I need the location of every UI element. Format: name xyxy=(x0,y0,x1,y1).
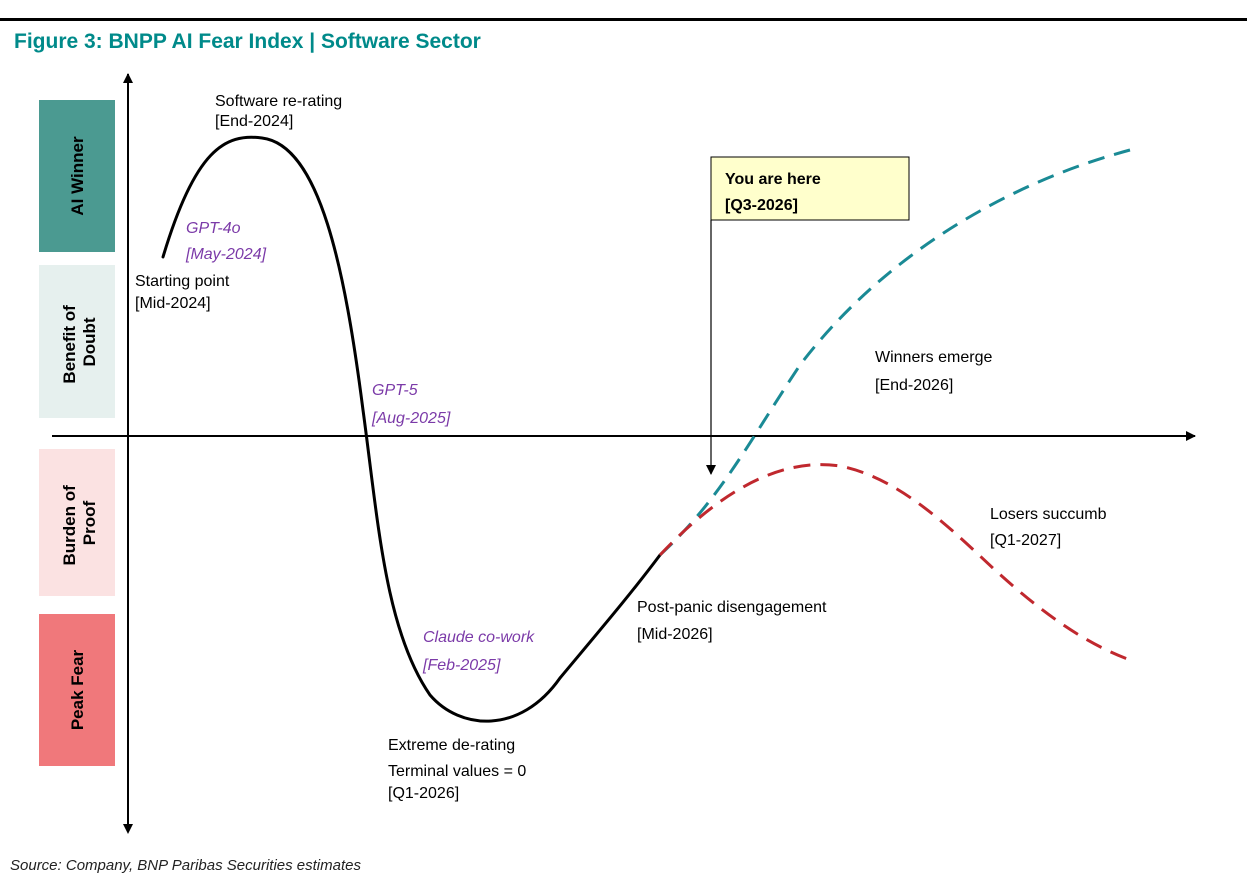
source-note: Source: Company, BNP Paribas Securities … xyxy=(10,857,361,874)
winners-line1: Winners emerge xyxy=(875,349,992,366)
software-rerating-line2: [End-2024] xyxy=(215,113,293,130)
zone-band-ai-winner xyxy=(39,100,115,252)
zone-label-burden-of-proof: Burden of Proof xyxy=(60,480,99,565)
winners-line2: [End-2026] xyxy=(875,377,953,394)
gpt5-line1: GPT-5 xyxy=(372,382,418,399)
you-are-here-callout: You are here [Q3-2026] xyxy=(706,156,910,475)
extreme-line3: [Q1-2026] xyxy=(388,785,459,802)
annotation-winners-emerge: Winners emerge [End-2026] xyxy=(875,349,997,394)
gpt5-line2: [Aug-2025] xyxy=(371,410,451,427)
winners-path xyxy=(658,148,1131,557)
annotation-extreme-derating: Extreme de-rating Terminal values = 0 [Q… xyxy=(388,737,531,802)
zone-bands: AI Winner Benefit of Doubt Burden of Pro… xyxy=(39,100,115,766)
starting-point-line1: Starting point xyxy=(135,273,230,290)
zone-band-benefit-of-doubt xyxy=(39,265,115,418)
zone-band-burden-of-proof xyxy=(39,449,115,596)
annotation-gpt5: GPT-5 [Aug-2025] xyxy=(371,382,451,427)
annotation-gpt4o: GPT-4o [May-2024] xyxy=(185,220,267,263)
zone-label-ai-winner: AI Winner xyxy=(68,136,87,216)
annotation-starting-point: Starting point [Mid-2024] xyxy=(135,273,234,312)
top-rule xyxy=(0,18,1247,21)
vertical-axis-bottom-arrowhead xyxy=(123,824,133,834)
annotation-software-rerating: Software re-rating [End-2024] xyxy=(215,93,347,130)
zone-label-peak-fear: Peak Fear xyxy=(68,649,87,730)
curves xyxy=(161,135,1131,723)
extreme-line2: Terminal values = 0 xyxy=(388,763,526,780)
zone-label-benefit-line1: Benefit of xyxy=(60,305,79,384)
starting-point-line2: [Mid-2024] xyxy=(135,295,211,312)
extreme-line1: Extreme de-rating xyxy=(388,737,515,754)
post-panic-line1: Post-panic disengagement xyxy=(637,599,827,616)
callout-line1: You are here xyxy=(725,171,821,188)
zone-label-benefit-of-doubt: Benefit of Doubt xyxy=(60,300,99,383)
post-panic-line2: [Mid-2026] xyxy=(637,626,713,643)
main-curve xyxy=(161,135,662,723)
annotation-post-panic: Post-panic disengagement [Mid-2026] xyxy=(637,599,831,643)
zone-band-peak-fear xyxy=(39,614,115,766)
claude-line1: Claude co-work xyxy=(423,629,535,646)
figure-title: Figure 3: BNPP AI Fear Index | Software … xyxy=(14,30,481,53)
zone-label-burden-line2: Proof xyxy=(80,500,99,545)
gpt4o-line2: [May-2024] xyxy=(185,246,267,263)
losers-line1: Losers succumb xyxy=(990,506,1107,523)
losers-line2: [Q1-2027] xyxy=(990,532,1061,549)
callout-box xyxy=(710,156,910,221)
axes xyxy=(52,73,1196,834)
zone-label-burden-line1: Burden of xyxy=(60,485,79,566)
callout-line2: [Q3-2026] xyxy=(725,197,798,214)
software-rerating-line1: Software re-rating xyxy=(215,93,342,110)
annotation-claude: Claude co-work [Feb-2025] xyxy=(422,629,539,674)
gpt4o-line1: GPT-4o xyxy=(186,220,241,237)
claude-line2: [Feb-2025] xyxy=(422,657,501,674)
annotation-losers-succumb: Losers succumb [Q1-2027] xyxy=(990,506,1111,549)
annotations: Software re-rating [End-2024] GPT-4o [Ma… xyxy=(135,93,1111,802)
losers-path xyxy=(658,463,1131,662)
zone-label-benefit-line2: Doubt xyxy=(80,317,99,366)
